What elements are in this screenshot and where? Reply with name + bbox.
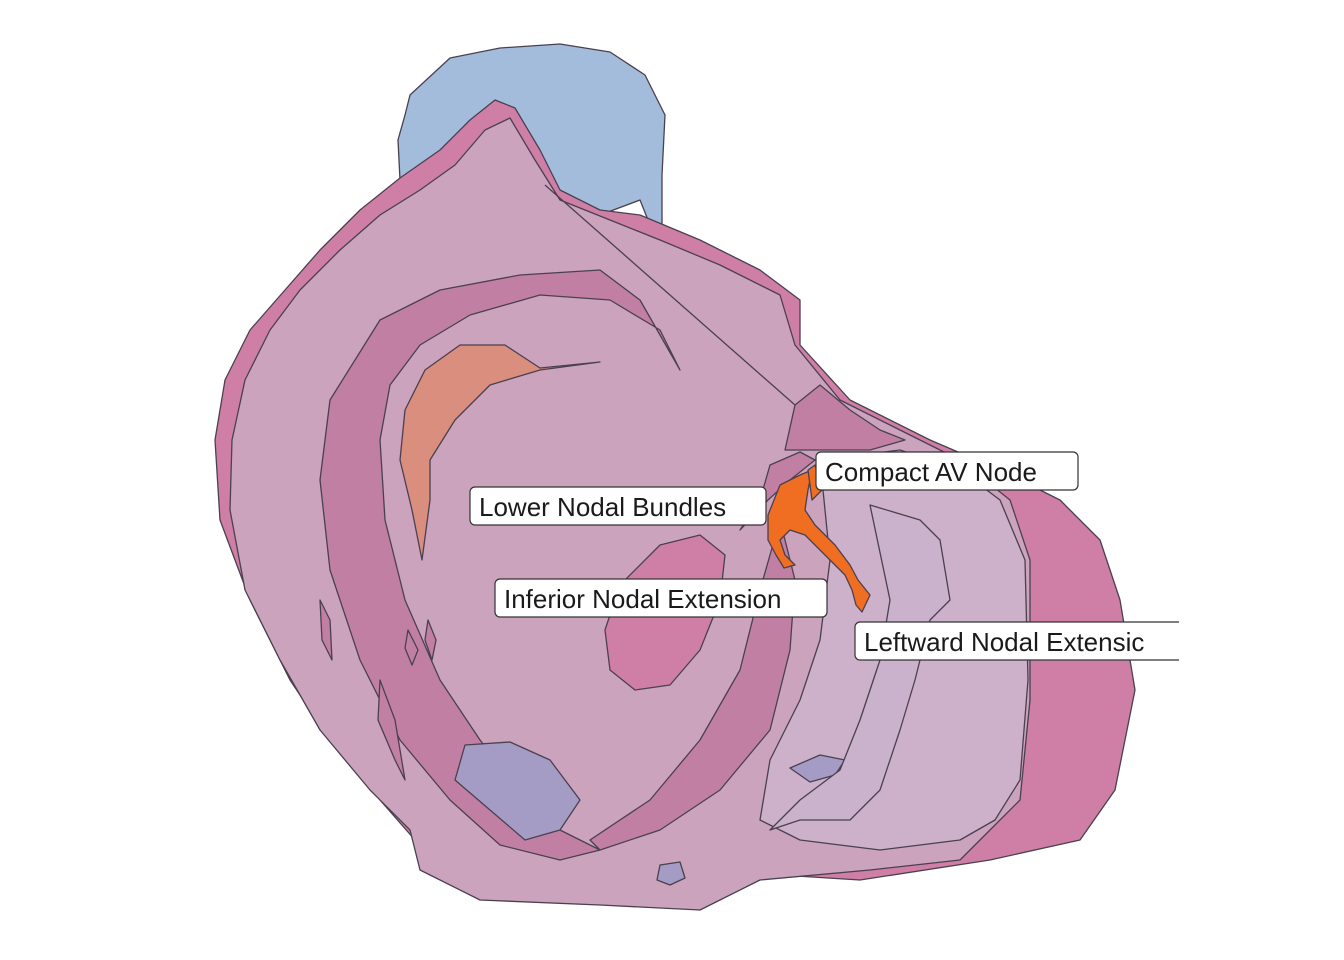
label-compact-av-node: Compact AV Node [815, 451, 1079, 491]
label-inferior-nodal-extension: Inferior Nodal Extension [494, 578, 828, 618]
valve-small-blob [656, 861, 686, 886]
svg-text:Leftward Nodal Extensic: Leftward Nodal Extensic [864, 627, 1144, 657]
trabeculae-slit-3 [424, 619, 437, 661]
septal-wedge [784, 384, 906, 451]
right-bundle-region [769, 504, 951, 831]
valve-leaflet-left [454, 741, 581, 841]
label-lower-nodal-bundles: Lower Nodal Bundles [469, 486, 767, 526]
trabeculae-slit-1 [377, 679, 406, 781]
tendon-of-todaro [399, 344, 601, 561]
svg-text:Compact AV Node: Compact AV Node [825, 457, 1037, 487]
trabeculae-slit-2 [404, 629, 419, 666]
label-leftward-nodal-extension: Leftward Nodal Extensic [854, 615, 1199, 667]
compact-av-node [767, 469, 871, 613]
trabeculae-slit-4 [319, 599, 333, 661]
fibrous-band-line [544, 184, 796, 406]
svg-text:Lower Nodal Bundles: Lower Nodal Bundles [479, 492, 726, 522]
valve-leaflet-right [789, 754, 846, 783]
svg-text:Inferior Nodal Extension: Inferior Nodal Extension [504, 584, 781, 614]
